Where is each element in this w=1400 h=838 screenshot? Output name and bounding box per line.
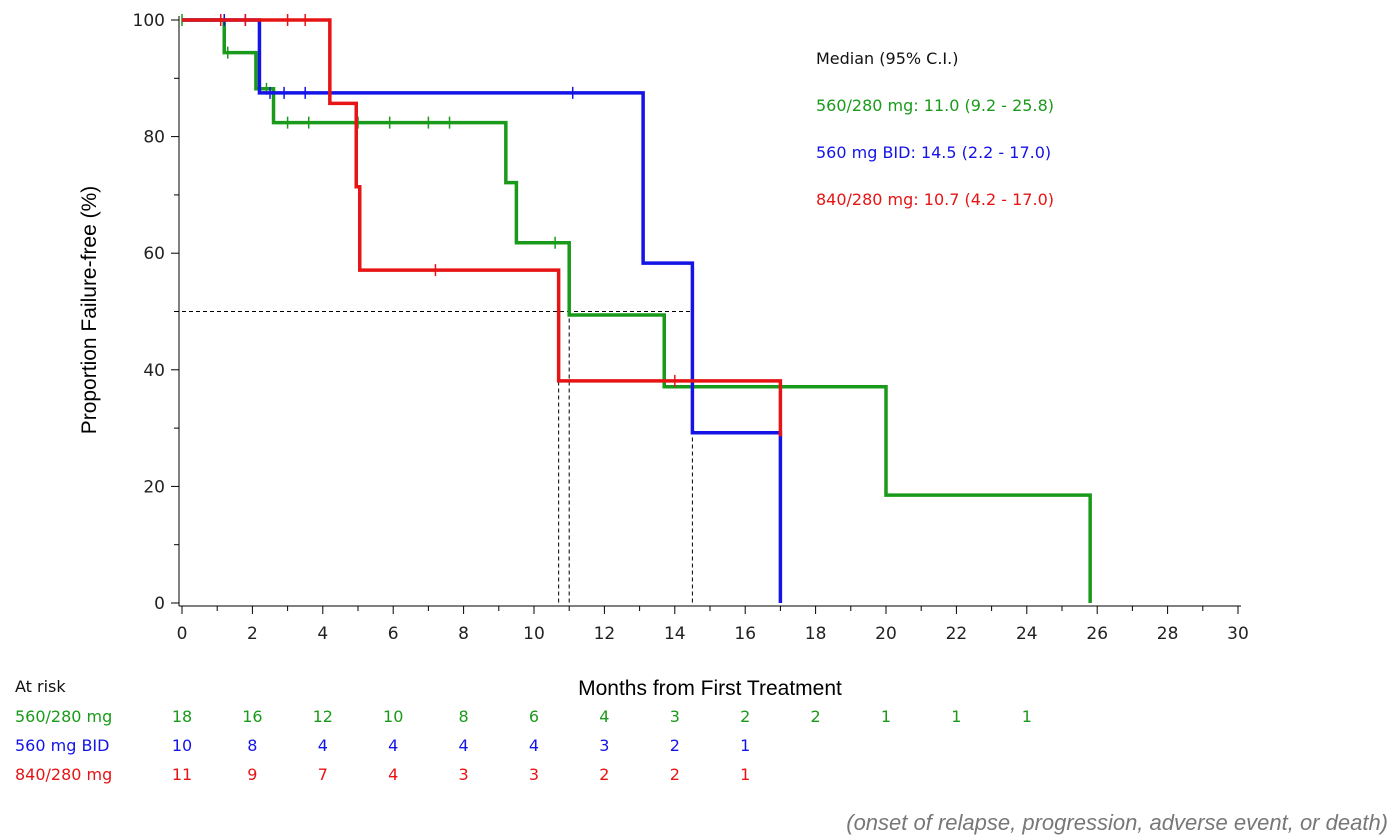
y-tick-label: 20 (143, 477, 165, 497)
x-tick-label: 6 (388, 624, 399, 644)
at-risk-count: 2 (599, 765, 609, 784)
x-axis-title: Months from First Treatment (578, 677, 842, 700)
at-risk-count: 4 (388, 765, 398, 784)
at-risk-count: 4 (318, 736, 328, 755)
at-risk-count: 18 (172, 707, 192, 726)
at-risk-row-label: 560/280 mg (15, 707, 112, 726)
x-tick-label: 0 (177, 624, 188, 644)
at-risk-count: 1 (740, 736, 750, 755)
legend: Median (95% C.I.) 560/280 mg: 11.0 (9.2 -… (816, 49, 1054, 209)
at-risk-count: 4 (388, 736, 398, 755)
x-tick-label: 30 (1227, 624, 1249, 644)
at-risk-count: 16 (242, 707, 262, 726)
at-risk-header: At risk (15, 677, 66, 696)
series-560-mg-bid (182, 14, 783, 603)
series-840-280-mg (182, 14, 783, 437)
at-risk-count: 1 (740, 765, 750, 784)
at-risk-count: 8 (247, 736, 257, 755)
at-risk-count: 9 (247, 765, 257, 784)
at-risk-count: 4 (459, 736, 469, 755)
at-risk-count: 2 (670, 736, 680, 755)
at-risk-row-label: 560 mg BID (15, 736, 109, 755)
y-tick-label: 100 (133, 11, 165, 31)
legend-entry: 560 mg BID: 14.5 (2.2 - 17.0) (816, 143, 1051, 162)
x-tick-label: 22 (946, 624, 968, 644)
x-tick-label: 18 (805, 624, 827, 644)
y-tick-label: 40 (143, 361, 165, 381)
footnote: (onset of relapse, progression, adverse … (846, 810, 1388, 835)
at-risk-count: 1 (951, 707, 961, 726)
series-line (182, 18, 783, 437)
at-risk-count: 2 (740, 707, 750, 726)
at-risk-count: 6 (529, 707, 539, 726)
x-tick-label: 20 (875, 624, 897, 644)
y-axis-title: Proportion Failure-free (%) (78, 186, 101, 435)
x-tick-label: 2 (247, 624, 258, 644)
series-layer (181, 14, 1092, 603)
series-line (182, 18, 783, 603)
at-risk-count: 10 (383, 707, 403, 726)
at-risk-count: 7 (318, 765, 328, 784)
y-tick-label: 0 (154, 594, 165, 614)
at-risk-count: 8 (459, 707, 469, 726)
at-risk-row-label: 840/280 mg (15, 765, 112, 784)
at-risk-count: 1 (881, 707, 891, 726)
at-risk-count: 11 (172, 765, 192, 784)
x-tick-label: 28 (1157, 624, 1179, 644)
x-tick-label: 14 (664, 624, 686, 644)
x-tick-label: 4 (317, 624, 328, 644)
at-risk-count: 10 (172, 736, 192, 755)
at-risk-count: 1 (1022, 707, 1032, 726)
legend-entry: 840/280 mg: 10.7 (4.2 - 17.0) (816, 190, 1054, 209)
y-tick-label: 80 (143, 128, 165, 148)
at-risk-count: 12 (313, 707, 333, 726)
median-reference-lines (182, 311, 693, 603)
legend-entry: 560/280 mg: 11.0 (9.2 - 25.8) (816, 96, 1054, 115)
x-tick-label: 10 (523, 624, 545, 644)
at-risk-count: 3 (599, 736, 609, 755)
at-risk-count: 4 (599, 707, 609, 726)
series-560-280-mg (181, 14, 1092, 603)
x-tick-label: 26 (1086, 624, 1108, 644)
x-tick-label: 12 (594, 624, 616, 644)
x-tick-label: 24 (1016, 624, 1038, 644)
at-risk-count: 4 (529, 736, 539, 755)
x-tick-label: 8 (458, 624, 469, 644)
y-tick-label: 60 (143, 244, 165, 264)
series-line (182, 18, 1092, 603)
legend-title: Median (95% C.I.) (816, 49, 958, 68)
at-risk-count: 2 (670, 765, 680, 784)
at-risk-count: 3 (670, 707, 680, 726)
at-risk-count: 3 (459, 765, 469, 784)
x-tick-label: 16 (734, 624, 756, 644)
at-risk-count: 2 (811, 707, 821, 726)
at-risk-count: 3 (529, 765, 539, 784)
